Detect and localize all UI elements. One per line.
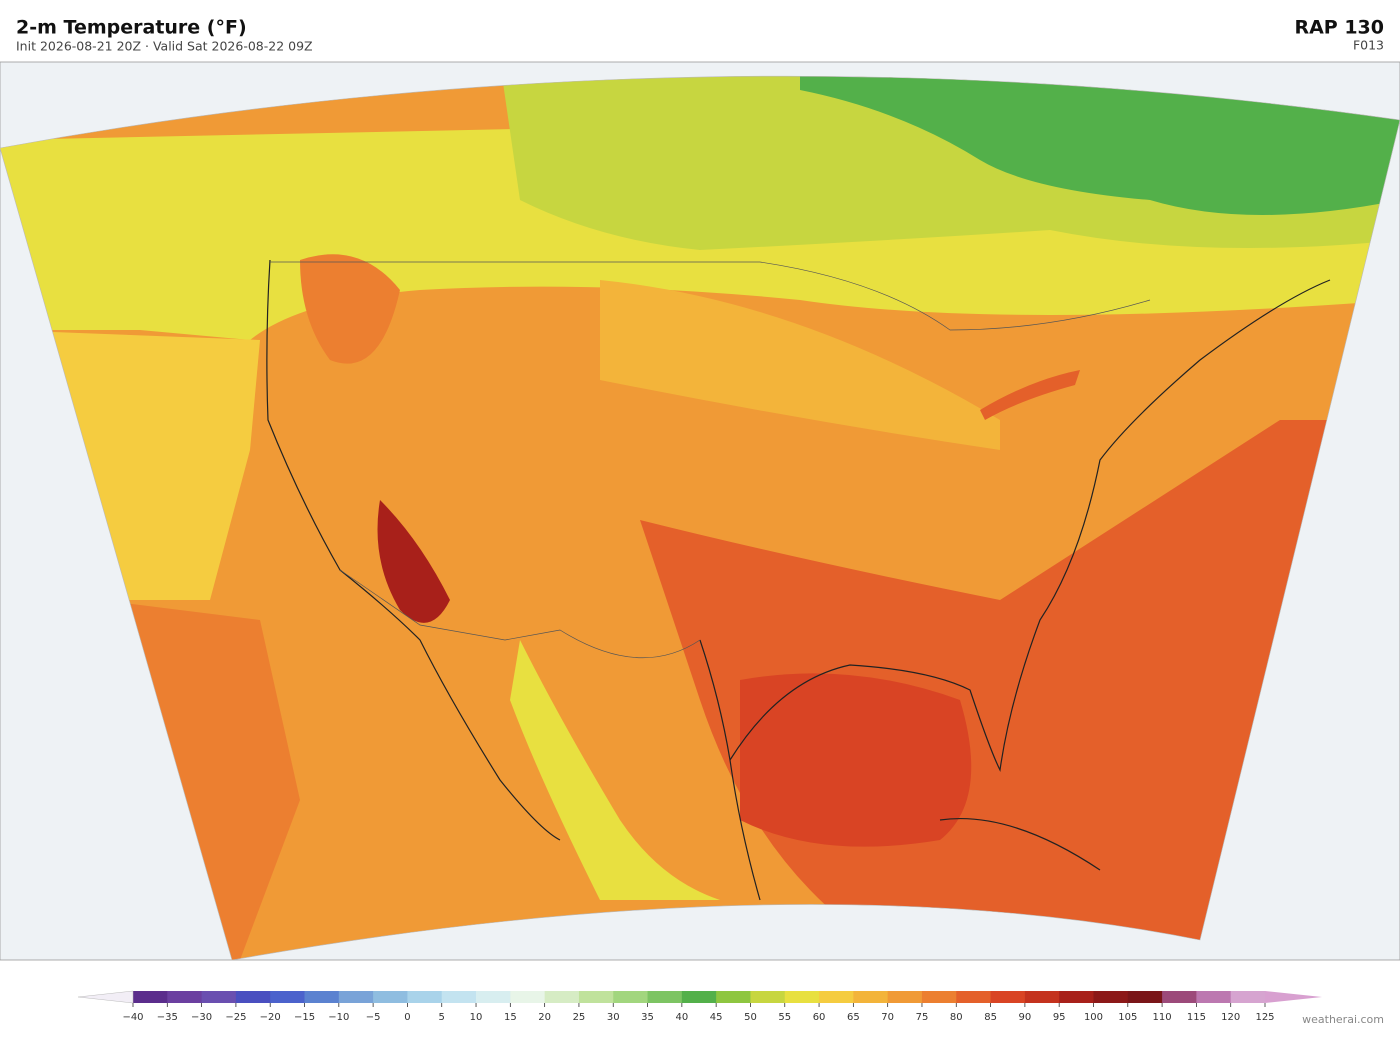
colorbar-tick-label: 15 xyxy=(504,1012,517,1023)
colorbar-swatch xyxy=(270,991,306,1003)
colorbar-swatch xyxy=(235,991,271,1003)
colorbar-swatch xyxy=(1196,991,1232,1003)
colorbar-tick-label: 125 xyxy=(1255,1012,1274,1023)
colorbar-swatch xyxy=(921,991,957,1003)
colorbar-tick-label: 110 xyxy=(1153,1012,1172,1023)
watermark: weatherai.com xyxy=(1302,1013,1384,1026)
colorbar-swatch xyxy=(201,991,237,1003)
colorbar-swatch xyxy=(784,991,820,1003)
colorbar-swatch xyxy=(750,991,786,1003)
colorbar-tick-label: −20 xyxy=(260,1012,281,1023)
colorbar-tick-label: 95 xyxy=(1053,1012,1066,1023)
colorbar-swatch xyxy=(407,991,443,1003)
colorbar-tick-label: 115 xyxy=(1187,1012,1206,1023)
colorbar-tick-label: 0 xyxy=(404,1012,410,1023)
colorbar-tick-label: −40 xyxy=(122,1012,143,1023)
colorbar-tick-label: 105 xyxy=(1118,1012,1137,1023)
colorbar-tick-label: 60 xyxy=(813,1012,826,1023)
colorbar-swatch xyxy=(716,991,751,1003)
colorbar-tick-label: −10 xyxy=(328,1012,349,1023)
colorbar-swatch xyxy=(1024,991,1060,1003)
colorbar-swatch xyxy=(476,991,511,1003)
colorbar-tick-label: 30 xyxy=(607,1012,620,1023)
colorbar-swatch xyxy=(544,991,580,1003)
colorbar-tick-label: 40 xyxy=(675,1012,688,1023)
colorbar-swatch xyxy=(1127,991,1163,1003)
colorbar-swatch xyxy=(956,991,992,1003)
colorbar-swatch xyxy=(510,991,546,1003)
colorbar-swatch xyxy=(304,991,340,1003)
colorbar-swatch xyxy=(613,991,649,1003)
colorbar-tick-label: 70 xyxy=(881,1012,894,1023)
colorbar-extend-high xyxy=(1265,991,1322,1003)
colorbar-extend-low xyxy=(77,990,134,1004)
colorbar-swatch xyxy=(819,991,854,1003)
colorbar-tick-label: 10 xyxy=(470,1012,483,1023)
colorbar-tick-label: −25 xyxy=(225,1012,246,1023)
colorbar-tick-label: −15 xyxy=(294,1012,315,1023)
colorbar-swatch xyxy=(1093,991,1129,1003)
colorbar-swatch xyxy=(853,991,889,1003)
colorbar-tick-label: 90 xyxy=(1019,1012,1032,1023)
colorbar-tick-label: 50 xyxy=(744,1012,757,1023)
temperature-field xyxy=(0,76,1400,960)
colorbar-swatch xyxy=(647,991,683,1003)
colorbar-swatch xyxy=(1059,991,1094,1003)
colorbar-tick-label: 25 xyxy=(573,1012,586,1023)
borders xyxy=(270,261,1151,659)
colorbar-tick-label: 65 xyxy=(847,1012,860,1023)
colorbar-tick-label: 45 xyxy=(710,1012,723,1023)
colorbar-tick-label: 85 xyxy=(984,1012,997,1023)
colorbar-tick-label: 120 xyxy=(1221,1012,1240,1023)
model-label: RAP 130 xyxy=(1294,17,1384,39)
colorbar-swatch xyxy=(887,991,923,1003)
colorbar-swatch xyxy=(373,991,408,1003)
subtitle: Init 2026-08-21 20Z · Valid Sat 2026-08-… xyxy=(16,39,313,54)
map xyxy=(0,61,1400,961)
colorbar-tick-label: −35 xyxy=(157,1012,178,1023)
title: 2-m Temperature (°F) xyxy=(16,17,247,39)
colorbar-tick-label: 5 xyxy=(439,1012,445,1023)
colorbar-swatch xyxy=(338,991,374,1003)
colorbar-swatch xyxy=(167,991,203,1003)
colorbar-tick-label: −5 xyxy=(366,1012,381,1023)
colorbar-tick-label: 20 xyxy=(538,1012,551,1023)
colorbar: −40 −35 −30 −25 −20 −15 −10 −5 0 5 10 15 20 25 30 35 40 4… xyxy=(77,990,1322,1023)
colorbar-tick-label: 100 xyxy=(1084,1012,1103,1023)
colorbar-tick-label: 80 xyxy=(950,1012,963,1023)
colorbar-tick-label: 35 xyxy=(641,1012,654,1023)
colorbar-swatch xyxy=(441,991,477,1003)
coastlines xyxy=(266,259,1331,901)
colorbar-swatch xyxy=(1162,991,1197,1003)
colorbar-swatch xyxy=(133,991,168,1003)
colorbar-swatch xyxy=(1230,991,1266,1003)
colorbar-swatch xyxy=(681,991,717,1003)
colorbar-tick-label: −30 xyxy=(191,1012,212,1023)
colorbar-swatch xyxy=(578,991,614,1003)
colorbar-swatch xyxy=(990,991,1026,1003)
colorbar-tick-label: 75 xyxy=(916,1012,929,1023)
colorbar-tick-label: 55 xyxy=(778,1012,791,1023)
forecast-hour: F013 xyxy=(1353,38,1384,53)
